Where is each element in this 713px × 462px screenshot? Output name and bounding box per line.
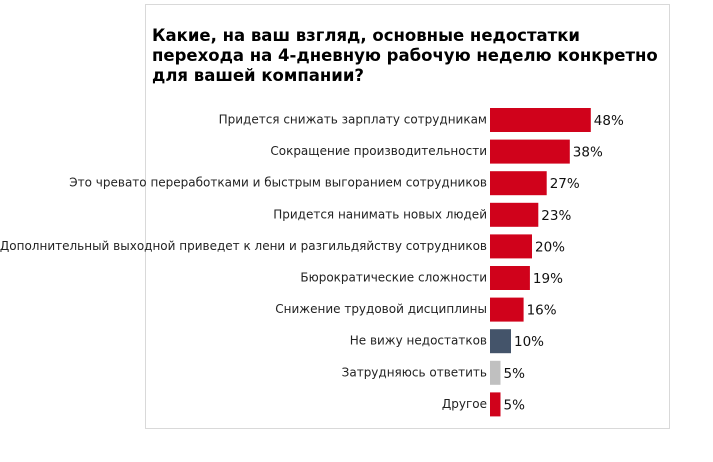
value-label: 16% <box>527 303 557 319</box>
value-label: 5% <box>504 397 526 413</box>
category-label: Дополнительный выходной приведет к лени … <box>0 239 487 253</box>
category-label: Бюрократические сложности <box>300 271 487 285</box>
bar <box>490 171 547 196</box>
bar <box>490 234 532 259</box>
value-label: 20% <box>535 239 565 255</box>
value-label: 10% <box>514 334 544 350</box>
value-label: 5% <box>504 366 526 382</box>
category-label: Не вижу недостатков <box>350 334 487 348</box>
bar <box>490 392 501 417</box>
category-label: Снижение трудовой дисциплины <box>275 302 487 316</box>
bar <box>490 329 511 354</box>
value-label: 19% <box>533 271 563 287</box>
category-label: Сокращение производительности <box>270 144 487 158</box>
value-label: 38% <box>573 145 603 161</box>
category-label: Придется нанимать новых людей <box>273 207 487 221</box>
bar <box>490 266 530 290</box>
value-label: 27% <box>550 176 580 192</box>
category-label: Это чревато переработками и быстрым выго… <box>69 176 487 190</box>
chart-title: Какие, на ваш взгляд, основные недостатк… <box>152 26 658 85</box>
bar <box>490 202 539 227</box>
category-label: Другое <box>442 397 487 411</box>
chart-frame <box>145 4 670 429</box>
category-label: Придется снижать зарплату сотрудникам <box>219 113 487 127</box>
category-label: Затрудняюсь ответить <box>342 365 487 379</box>
bar <box>490 360 501 385</box>
value-label: 48% <box>594 113 624 129</box>
bar <box>490 139 570 164</box>
value-label: 23% <box>541 208 571 224</box>
bar <box>490 297 524 322</box>
bar <box>490 108 591 132</box>
